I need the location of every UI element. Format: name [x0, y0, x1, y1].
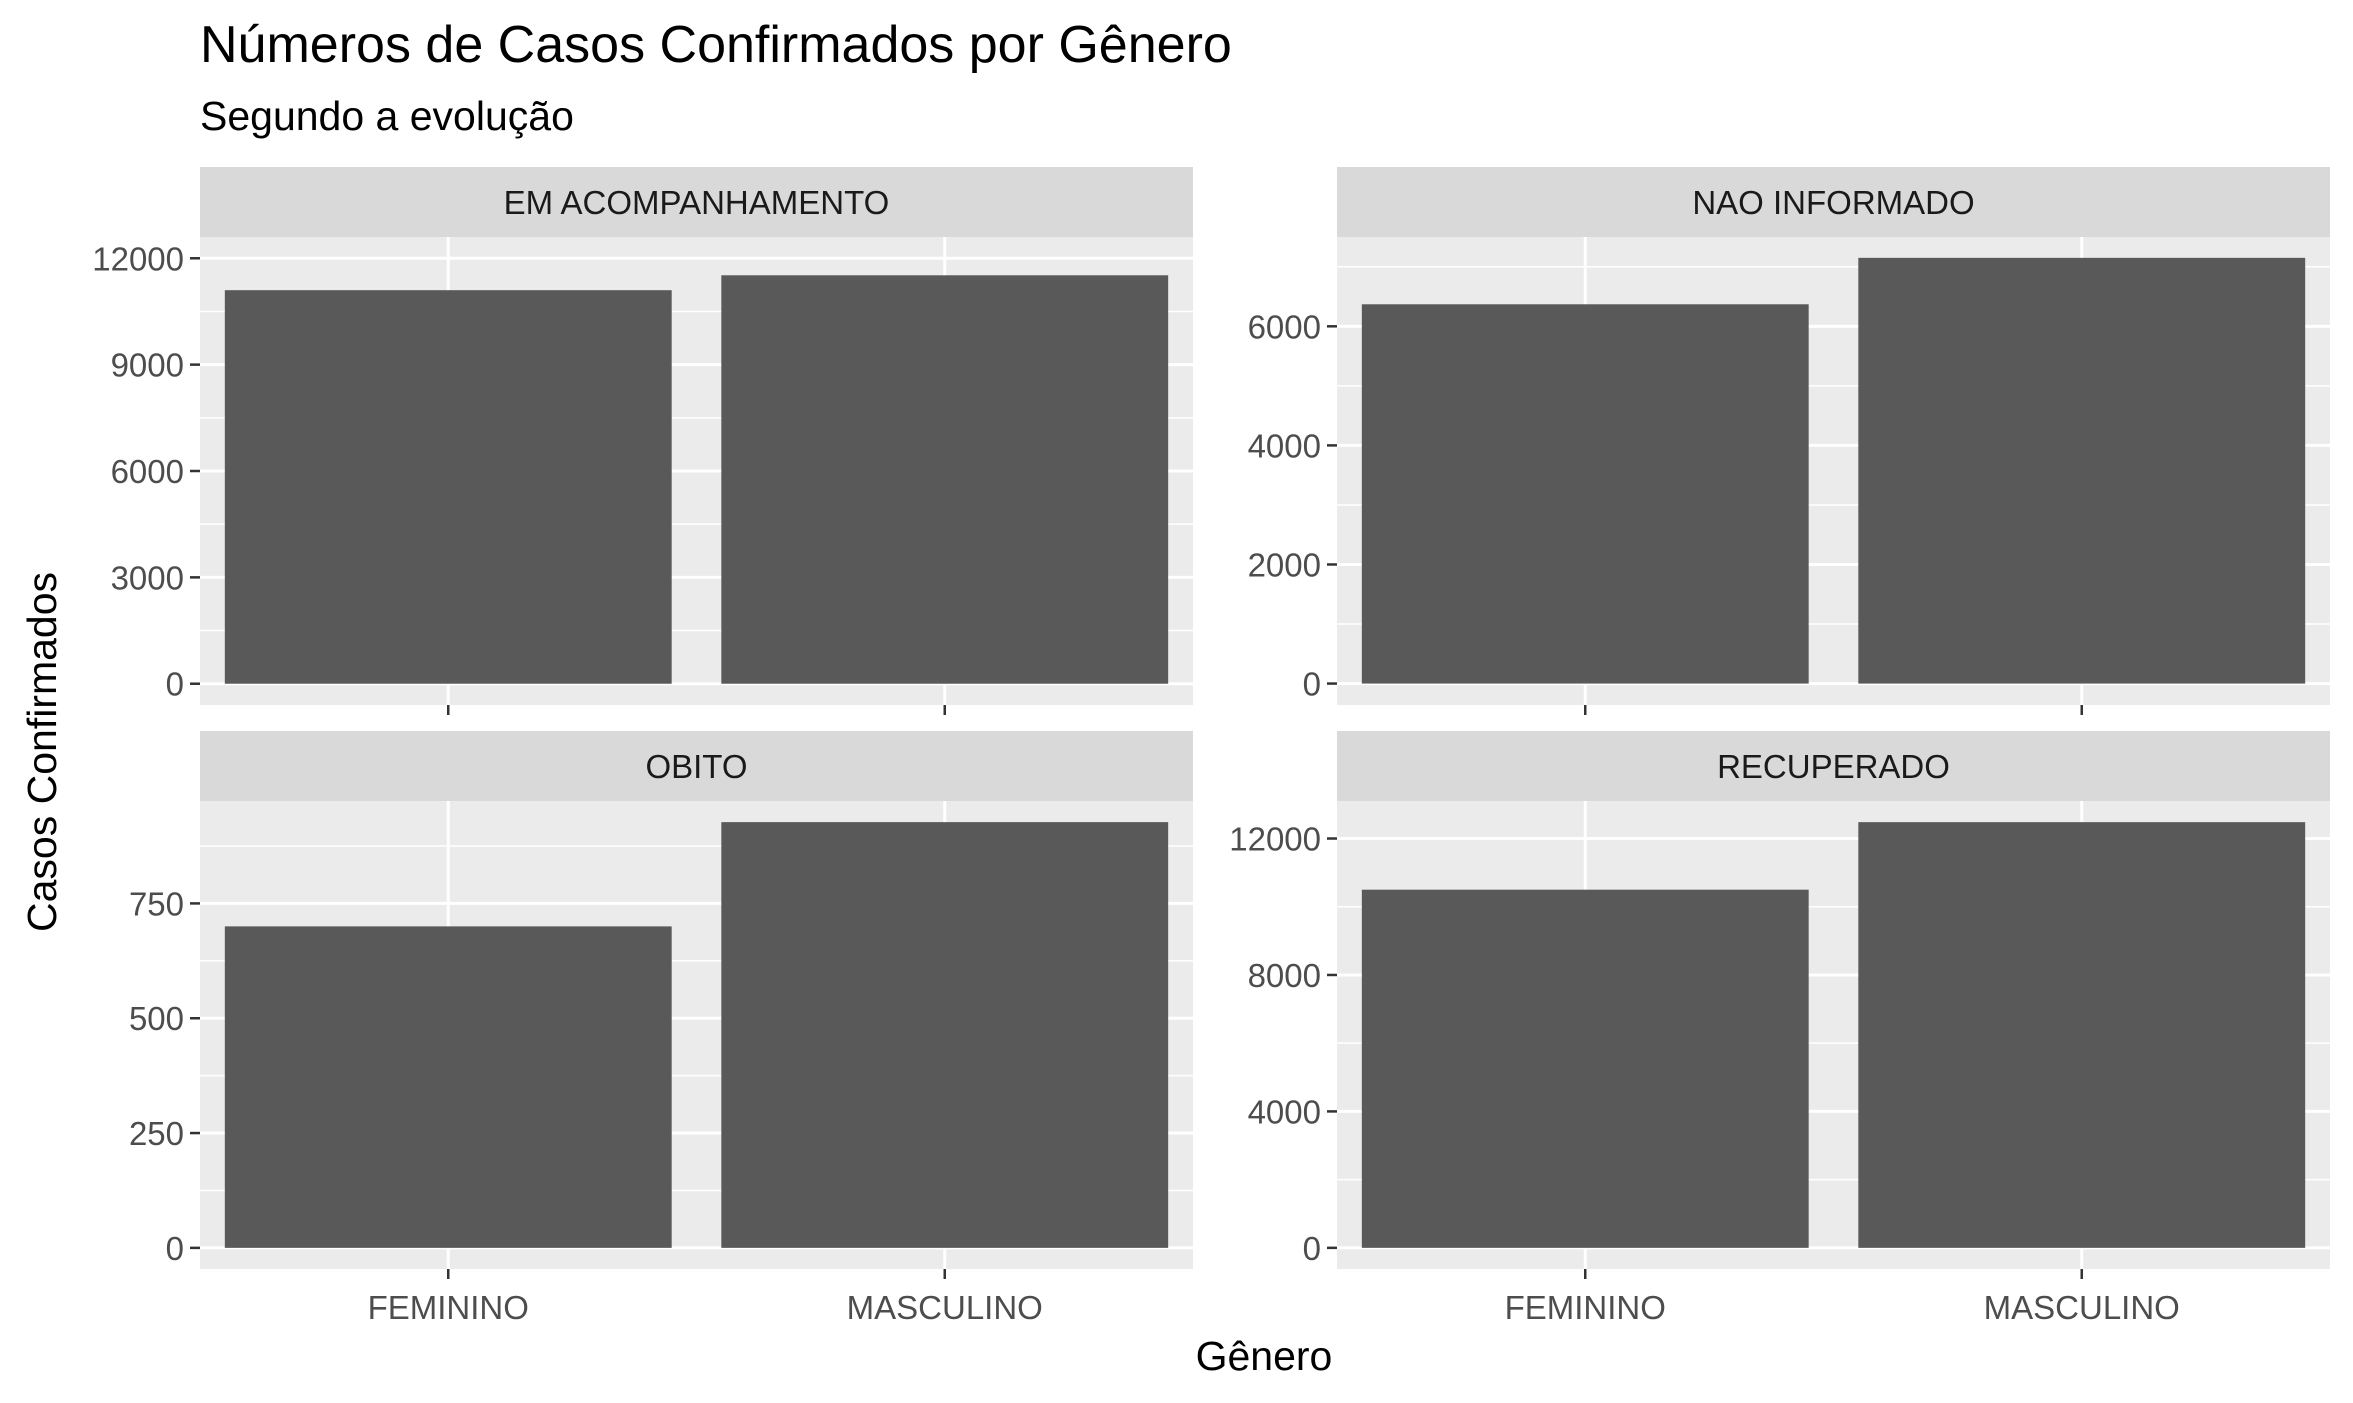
- facet-strip-label: RECUPERADO: [1717, 748, 1950, 785]
- facet-strip-label: OBITO: [645, 748, 747, 785]
- facet-strip: [1337, 167, 2330, 237]
- y-tick-label: 6000: [1248, 308, 1321, 345]
- facet-panel: RECUPERADO 0 4000 8000 12000 FEMININO MASCULIN…: [1229, 731, 2330, 1326]
- y-tick-label: 500: [129, 1000, 184, 1037]
- y-axis-title: Casos Confirmados: [19, 572, 65, 932]
- y-tick-label: 12000: [92, 240, 184, 277]
- bar-masculino: [1858, 257, 2306, 684]
- y-tick-label: 0: [1303, 666, 1321, 703]
- chart-subtitle: Segundo a evolução: [200, 93, 574, 139]
- facet-strip: [200, 167, 1193, 237]
- x-tick-label: FEMININO: [368, 1289, 529, 1326]
- y-tick-label: 8000: [1248, 957, 1321, 994]
- y-tick-label: 750: [129, 885, 184, 922]
- facet-panel: NAO INFORMADO 0 2000 4000 6000: [1248, 167, 2330, 715]
- y-tick-label: 3000: [111, 559, 184, 596]
- x-axis-title: Gênero: [1196, 1333, 1333, 1379]
- facets-layer: EM ACOMPANHAMENTO 0 3000 6000 9000 12000 NAO I…: [92, 167, 2330, 1326]
- bar-masculino: [721, 275, 1169, 684]
- facet-strip: [1337, 731, 2330, 801]
- facet-strip: [200, 731, 1193, 801]
- y-tick-label: 0: [166, 666, 184, 703]
- x-tick-label: MASCULINO: [1984, 1289, 2180, 1326]
- bar-masculino: [1858, 822, 2306, 1248]
- y-tick-label: 250: [129, 1115, 184, 1152]
- y-tick-label: 0: [1303, 1230, 1321, 1267]
- y-tick-label: 4000: [1248, 1093, 1321, 1130]
- y-tick-label: 0: [166, 1230, 184, 1267]
- chart-title: Números de Casos Confirmados por Gênero: [200, 16, 1232, 74]
- x-tick-label: MASCULINO: [847, 1289, 1043, 1326]
- y-tick-label: 2000: [1248, 546, 1321, 583]
- bar-feminino: [224, 290, 672, 684]
- facet-panel: OBITO 0 250 500 750 FEMININO MASCULINO: [129, 731, 1193, 1326]
- facet-strip-label: EM ACOMPANHAMENTO: [504, 184, 890, 221]
- bar-feminino: [1361, 304, 1809, 684]
- facet-panel: EM ACOMPANHAMENTO 0 3000 6000 9000 12000: [92, 167, 1193, 715]
- bar-feminino: [224, 926, 672, 1248]
- bar-masculino: [721, 822, 1169, 1248]
- y-tick-label: 9000: [111, 347, 184, 384]
- y-tick-label: 12000: [1229, 821, 1321, 858]
- facet-strip-label: NAO INFORMADO: [1692, 184, 1974, 221]
- y-tick-label: 4000: [1248, 427, 1321, 464]
- bar-feminino: [1361, 889, 1809, 1248]
- y-tick-label: 6000: [111, 453, 184, 490]
- x-tick-label: FEMININO: [1505, 1289, 1666, 1326]
